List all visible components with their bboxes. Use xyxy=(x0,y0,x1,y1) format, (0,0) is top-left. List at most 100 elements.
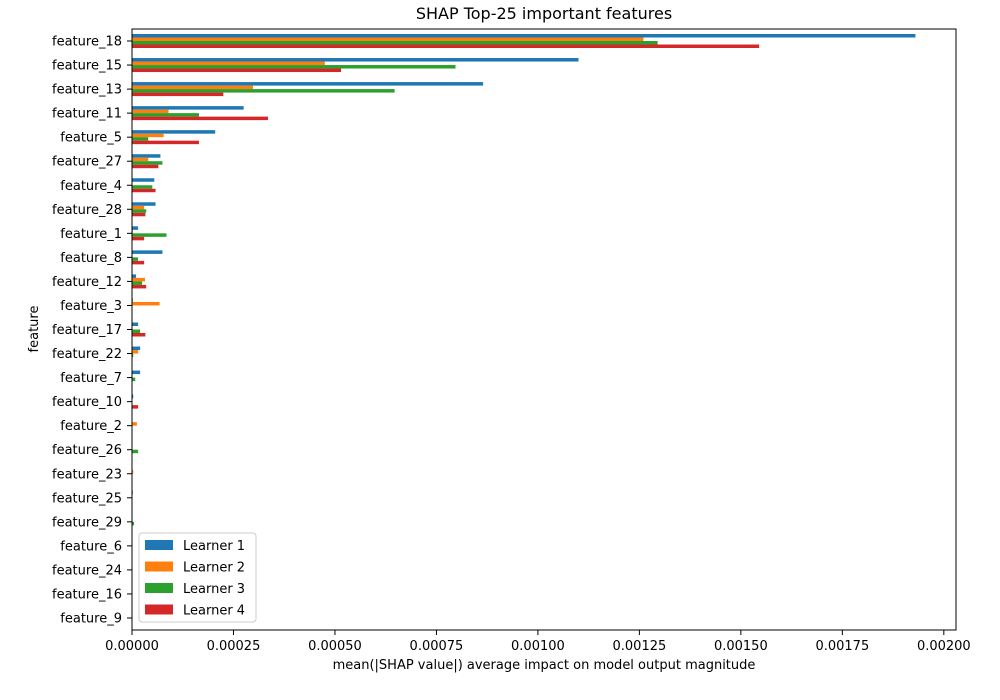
y-tick-label: feature_11 xyxy=(52,107,122,122)
y-tick-label: feature_10 xyxy=(52,395,122,410)
y-tick-label: feature_7 xyxy=(60,371,122,386)
x-tick-label: 0.00175 xyxy=(815,639,869,654)
bars-layer xyxy=(132,34,916,526)
x-tick-label: 0.00000 xyxy=(105,639,159,654)
bar-feature_28-learner-2 xyxy=(132,205,145,210)
bar-feature_7-learner-1 xyxy=(132,370,141,375)
y-tick-label: feature_29 xyxy=(52,515,122,530)
bar-feature_13-learner-1 xyxy=(132,82,484,86)
bar-feature_4-learner-1 xyxy=(132,178,155,182)
bar-feature_22-learner-3 xyxy=(132,353,134,358)
x-axis: 0.00000 0.00025 0.00050 0.00075 0.00100 0.001… xyxy=(105,630,971,654)
bar-feature_13-learner-2 xyxy=(132,85,253,90)
bar-feature_10-learner-1 xyxy=(132,394,134,399)
legend-box xyxy=(138,532,257,623)
y-tick-label: feature_9 xyxy=(60,612,122,627)
bar-feature_7-learner-3 xyxy=(132,377,136,382)
bar-feature_17-learner-4 xyxy=(132,333,146,337)
y-tick-label: feature_17 xyxy=(52,323,122,338)
y-tick-label: feature_23 xyxy=(52,467,122,482)
bar-feature_28-learner-3 xyxy=(132,209,147,213)
legend-swatch-learner-3 xyxy=(145,583,173,593)
legend-swatch-learner-4 xyxy=(145,604,173,615)
y-tick-label: feature_18 xyxy=(52,35,122,50)
y-tick-label: feature_3 xyxy=(60,299,122,314)
y-tick-label: feature_13 xyxy=(52,83,122,98)
bar-feature_29-learner-3 xyxy=(132,521,135,526)
x-tick-label: 0.00025 xyxy=(207,639,261,654)
bar-feature_5-learner-2 xyxy=(132,133,164,138)
bar-feature_18-learner-1 xyxy=(132,34,916,38)
chart-title: SHAP Top-25 important features xyxy=(416,4,672,23)
bar-feature_15-learner-3 xyxy=(132,65,456,69)
legend-label: Learner 1 xyxy=(183,539,245,554)
bar-feature_22-learner-1 xyxy=(132,346,141,351)
x-tick-label: 0.00100 xyxy=(511,639,565,654)
bar-feature_11-learner-3 xyxy=(132,113,199,117)
bar-feature_17-learner-1 xyxy=(132,322,139,326)
y-tick-label: feature_8 xyxy=(60,251,122,266)
bar-feature_4-learner-3 xyxy=(132,185,153,189)
bar-feature_8-learner-3 xyxy=(132,257,139,261)
y-tick-label: feature_2 xyxy=(60,419,122,434)
bar-feature_12-learner-4 xyxy=(132,284,147,289)
bar-feature_4-learner-4 xyxy=(132,188,156,193)
bar-feature_12-learner-3 xyxy=(132,281,143,285)
bar-feature_18-learner-4 xyxy=(132,44,760,48)
bar-feature_18-learner-2 xyxy=(132,37,644,41)
bar-feature_8-learner-4 xyxy=(132,260,145,265)
y-tick-label: feature_15 xyxy=(52,59,122,74)
legend-swatch-learner-2 xyxy=(145,561,173,572)
bar-feature_11-learner-2 xyxy=(132,109,169,114)
legend-label: Learner 4 xyxy=(183,604,245,619)
x-tick-label: 0.00125 xyxy=(613,639,667,654)
bar-feature_1-learner-3 xyxy=(132,233,167,237)
y-tick-label: feature_24 xyxy=(52,563,122,578)
bar-feature_26-learner-3 xyxy=(132,449,139,454)
legend-label: Learner 3 xyxy=(183,582,245,597)
legend: Learner 1 Learner 2 Learner 3 Learner 4 xyxy=(138,532,257,623)
bar-feature_3-learner-2 xyxy=(132,301,160,306)
x-tick-label: 0.00075 xyxy=(410,639,464,654)
bar-feature_2-learner-2 xyxy=(132,422,137,426)
bar-feature_5-learner-1 xyxy=(132,130,216,134)
bar-feature_10-learner-4 xyxy=(132,405,139,409)
bar-feature_12-learner-2 xyxy=(132,277,145,282)
y-tick-label: feature_1 xyxy=(60,227,122,242)
bar-feature_1-learner-1 xyxy=(132,226,139,230)
bar-feature_11-learner-4 xyxy=(132,116,268,121)
bar-feature_15-learner-4 xyxy=(132,68,342,73)
bar-feature_23-learner-2 xyxy=(132,470,134,474)
bar-feature_13-learner-4 xyxy=(132,92,224,97)
bar-feature_5-learner-4 xyxy=(132,140,199,145)
y-tick-label: feature_4 xyxy=(60,179,122,194)
legend-label: Learner 2 xyxy=(183,561,245,576)
x-tick-label: 0.00050 xyxy=(308,639,362,654)
x-axis-title: mean(|SHAP value|) average impact on mod… xyxy=(333,658,756,673)
bar-feature_15-learner-2 xyxy=(132,61,325,66)
bar-feature_17-learner-3 xyxy=(132,329,141,333)
bar-feature_15-learner-1 xyxy=(132,58,579,62)
bar-feature_27-learner-2 xyxy=(132,157,149,162)
bar-feature_12-learner-1 xyxy=(132,274,137,278)
bar-feature_27-learner-3 xyxy=(132,161,163,165)
y-tick-label: feature_16 xyxy=(52,587,122,602)
bar-feature_1-learner-4 xyxy=(132,236,145,241)
x-tick-label: 0.00200 xyxy=(917,639,971,654)
y-tick-label: feature_26 xyxy=(52,443,122,458)
y-axis: feature_18 feature_15 feature_13 feature_11… xyxy=(52,35,132,627)
y-tick-label: feature_6 xyxy=(60,539,122,554)
bar-feature_11-learner-1 xyxy=(132,106,244,110)
bar-feature_13-learner-3 xyxy=(132,89,395,93)
bar-feature_8-learner-1 xyxy=(132,250,163,254)
y-tick-label: feature_22 xyxy=(52,347,122,362)
bar-feature_28-learner-1 xyxy=(132,202,156,206)
x-tick-label: 0.00150 xyxy=(714,639,768,654)
bar-feature_22-learner-2 xyxy=(132,350,139,354)
bar-feature_28-learner-4 xyxy=(132,212,146,217)
bar-feature_18-learner-3 xyxy=(132,41,658,45)
y-axis-title: feature xyxy=(27,306,42,353)
bar-feature_27-learner-1 xyxy=(132,154,161,158)
